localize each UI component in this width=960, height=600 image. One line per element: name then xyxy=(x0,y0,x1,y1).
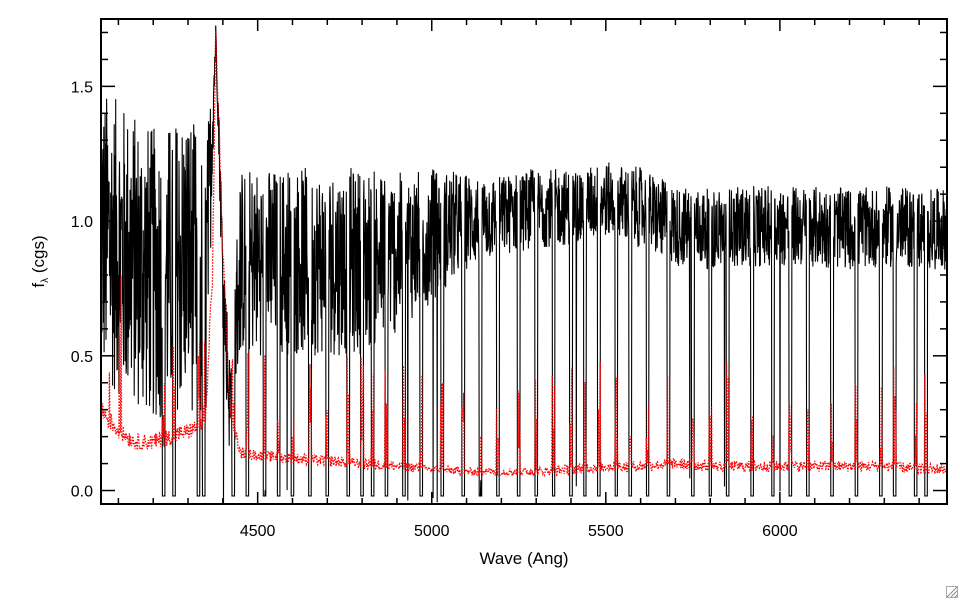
ticks-layer: 4500 5000 5500 6000 0.0 0.5 1.0 1.5 xyxy=(71,19,947,540)
y-tick-label: 0.0 xyxy=(71,484,93,501)
y-axis-label-unit: (cgs) xyxy=(29,235,48,278)
x-tick-label: 4500 xyxy=(240,523,276,540)
flux-series-line xyxy=(101,25,947,504)
y-tick-label: 1.5 xyxy=(71,79,93,96)
y-tick-label: 0.5 xyxy=(71,349,93,366)
x-axis-label: Wave (Ang) xyxy=(479,549,568,568)
error-series-line xyxy=(101,30,947,478)
y-axis-label: fλ (cgs) xyxy=(29,235,51,287)
y-tick-label: 1.0 xyxy=(71,214,93,231)
series-layer xyxy=(101,25,947,504)
y-axis-label-main: f xyxy=(29,283,48,288)
x-tick-label: 5000 xyxy=(414,523,450,540)
resize-grip-icon[interactable] xyxy=(946,586,958,598)
plot-frame xyxy=(100,18,948,505)
y-axis-label-subscript: λ xyxy=(40,278,51,283)
x-tick-label: 6000 xyxy=(762,523,798,540)
x-tick-label: 5500 xyxy=(588,523,624,540)
